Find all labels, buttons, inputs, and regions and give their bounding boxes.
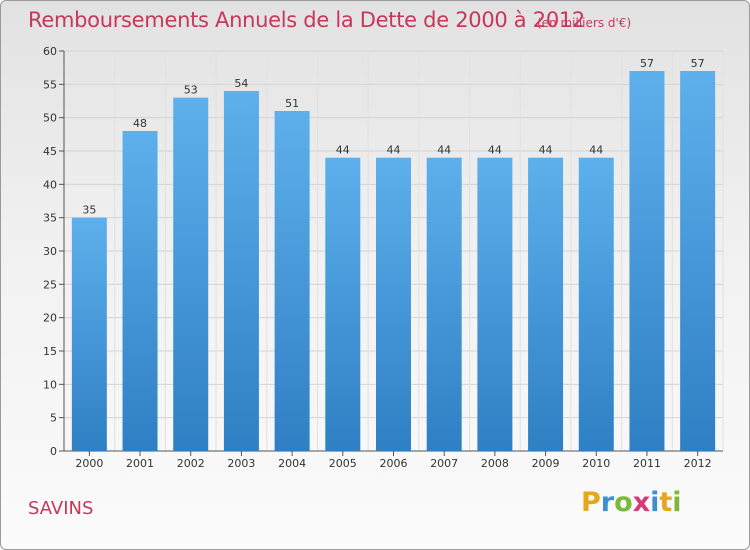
bar-value-label: 44 [437, 144, 451, 157]
y-tick-label: 0 [50, 445, 57, 458]
y-tick-label: 50 [43, 112, 57, 125]
bar-value-label: 44 [387, 144, 401, 157]
bar-value-label: 53 [184, 84, 198, 97]
bar [122, 131, 158, 451]
bar [223, 91, 259, 451]
bar-value-label: 57 [640, 57, 654, 70]
bar [376, 157, 411, 451]
bar [426, 157, 462, 451]
bar-value-label: 44 [589, 144, 603, 157]
y-tick-label: 20 [43, 312, 57, 325]
x-tick-label: 2002 [177, 457, 205, 470]
logo-letter: x [632, 487, 651, 518]
bar [274, 111, 310, 451]
chart-unit: (en milliers d'€) [537, 16, 632, 30]
logo-letter: o [614, 487, 633, 518]
y-tick-label: 10 [43, 378, 57, 391]
labels: 0 5 10 15 20 25 30 35 40 45 50 55 60 35 2000 48 2001 53 20… [43, 45, 712, 470]
y-tick-label: 40 [43, 178, 57, 191]
logo-letter: i [650, 487, 660, 518]
bar [528, 157, 564, 451]
bar [173, 97, 209, 452]
y-tick-label: 35 [43, 212, 57, 225]
x-tick-label: 2000 [75, 457, 103, 470]
x-tick-label: 2012 [684, 457, 712, 470]
bar-value-label: 35 [82, 204, 96, 217]
x-tick-label: 2008 [481, 457, 509, 470]
bar-value-label: 57 [691, 57, 705, 70]
y-tick-label: 30 [43, 245, 57, 258]
x-tick-label: 2010 [582, 457, 610, 470]
logo-letter: i [672, 487, 682, 518]
bar-value-label: 44 [336, 144, 350, 157]
bar [629, 71, 665, 451]
commune-name: SAVINS [28, 498, 94, 519]
y-tick-label: 25 [43, 278, 57, 291]
bar [325, 157, 361, 451]
logo-letter: r [600, 487, 615, 518]
bar [680, 71, 716, 451]
x-tick-label: 2003 [227, 457, 255, 470]
x-tick-label: 2001 [126, 457, 154, 470]
bar [477, 157, 513, 451]
bar-value-label: 48 [133, 117, 147, 130]
y-tick-label: 15 [43, 345, 57, 358]
x-tick-label: 2007 [430, 457, 458, 470]
y-tick-label: 60 [43, 45, 57, 58]
x-tick-label: 2011 [633, 457, 661, 470]
y-tick-label: 55 [43, 78, 57, 91]
x-tick-label: 2004 [278, 457, 306, 470]
bar-value-label: 54 [234, 77, 248, 90]
bar-value-label: 44 [539, 144, 553, 157]
logo-letter: P [581, 487, 601, 518]
logo-letter: t [659, 487, 673, 518]
bar-value-label: 44 [488, 144, 502, 157]
x-tick-label: 2006 [380, 457, 408, 470]
bar-value-label: 51 [285, 97, 299, 110]
y-tick-label: 5 [50, 412, 57, 425]
y-tick-label: 45 [43, 145, 57, 158]
x-tick-label: 2005 [329, 457, 357, 470]
bars [71, 71, 716, 452]
bar [578, 157, 614, 451]
x-tick-label: 2009 [532, 457, 560, 470]
chart-title: Remboursements Annuels de la Dette de 20… [28, 8, 585, 32]
proxiti-logo: Proxiti [581, 487, 682, 518]
bar [71, 217, 107, 451]
